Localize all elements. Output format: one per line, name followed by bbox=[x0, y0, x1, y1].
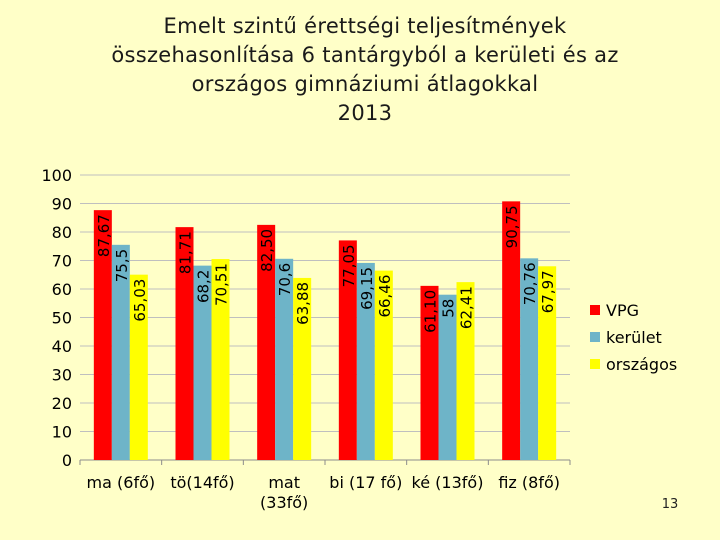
legend-swatch bbox=[590, 359, 600, 369]
data-label: 75,5 bbox=[113, 249, 131, 282]
legend-label: VPG bbox=[606, 301, 639, 320]
data-label: 77,05 bbox=[340, 244, 358, 287]
bar-vpg bbox=[257, 224, 276, 460]
y-tick-label: 60 bbox=[52, 280, 72, 299]
x-tick-label: bi (17 fő) bbox=[329, 473, 402, 492]
x-tick-label: (33fő) bbox=[260, 493, 308, 512]
bar-országos bbox=[293, 277, 312, 460]
data-label: 62,41 bbox=[458, 286, 476, 329]
bar-vpg bbox=[502, 201, 521, 461]
data-label: 87,67 bbox=[95, 214, 113, 257]
data-label: 69,15 bbox=[358, 267, 376, 310]
data-label: 70,51 bbox=[213, 263, 231, 306]
data-label: 58 bbox=[440, 299, 458, 318]
y-tick-label: 50 bbox=[52, 309, 72, 328]
chart-title: Emelt szintű érettségi teljesítmények ös… bbox=[40, 12, 690, 128]
bar-kerület bbox=[111, 244, 130, 460]
y-tick-label: 40 bbox=[52, 337, 72, 356]
y-tick-label: 70 bbox=[52, 252, 72, 271]
data-label: 70,76 bbox=[521, 262, 539, 305]
data-label: 63,88 bbox=[294, 282, 312, 325]
y-tick-label: 20 bbox=[52, 394, 72, 413]
data-label: 67,97 bbox=[539, 270, 557, 313]
x-tick-label: fiz (8fő) bbox=[498, 473, 560, 492]
data-label: 82,50 bbox=[258, 229, 276, 272]
bar-kerület bbox=[193, 265, 212, 460]
title-line-4: 2013 bbox=[337, 101, 393, 125]
data-label: 90,75 bbox=[503, 205, 521, 248]
data-label: 70,6 bbox=[276, 263, 294, 296]
x-tick-label: mat bbox=[268, 473, 300, 492]
y-tick-label: 80 bbox=[52, 223, 72, 242]
y-tick-label: 0 bbox=[62, 451, 72, 470]
bar-vpg bbox=[420, 285, 439, 460]
bar-kerület bbox=[356, 262, 375, 460]
bar-kerület bbox=[275, 258, 294, 460]
bar-országos bbox=[374, 270, 393, 460]
bar-vpg bbox=[93, 210, 112, 460]
x-tick-label: ma (6fő) bbox=[87, 473, 156, 492]
bar-országos bbox=[538, 266, 557, 460]
bar-vpg bbox=[338, 240, 357, 460]
data-label: 68,2 bbox=[195, 270, 213, 303]
title-line-3: országos gimnáziumi átlagokkal bbox=[191, 72, 539, 96]
bar-országos bbox=[456, 282, 475, 460]
data-label: 66,46 bbox=[376, 275, 394, 318]
bar-kerület bbox=[520, 258, 539, 460]
x-tick-label: tö(14fő) bbox=[170, 473, 234, 492]
title-line-2: összehasonlítása 6 tantárgyból a kerület… bbox=[111, 43, 619, 67]
title-line-1: Emelt szintű érettségi teljesítmények bbox=[163, 14, 567, 38]
bar-kerület bbox=[438, 294, 457, 460]
data-label: 65,03 bbox=[131, 279, 149, 322]
data-label: 61,10 bbox=[422, 290, 440, 333]
bar-országos bbox=[211, 259, 230, 460]
bar-vpg bbox=[175, 227, 194, 460]
x-tick-label: ké (13fő) bbox=[412, 473, 484, 492]
bar-országos bbox=[129, 274, 148, 460]
y-tick-label: 100 bbox=[41, 166, 72, 185]
y-tick-label: 30 bbox=[52, 366, 72, 385]
data-label: 81,71 bbox=[177, 231, 195, 274]
legend-swatch bbox=[590, 305, 600, 315]
page-number: 13 bbox=[661, 497, 679, 512]
y-tick-label: 10 bbox=[52, 423, 72, 442]
legend-swatch bbox=[590, 332, 600, 342]
legend-label: országos bbox=[606, 355, 677, 374]
legend-label: kerület bbox=[606, 328, 662, 347]
y-tick-label: 90 bbox=[52, 195, 72, 214]
